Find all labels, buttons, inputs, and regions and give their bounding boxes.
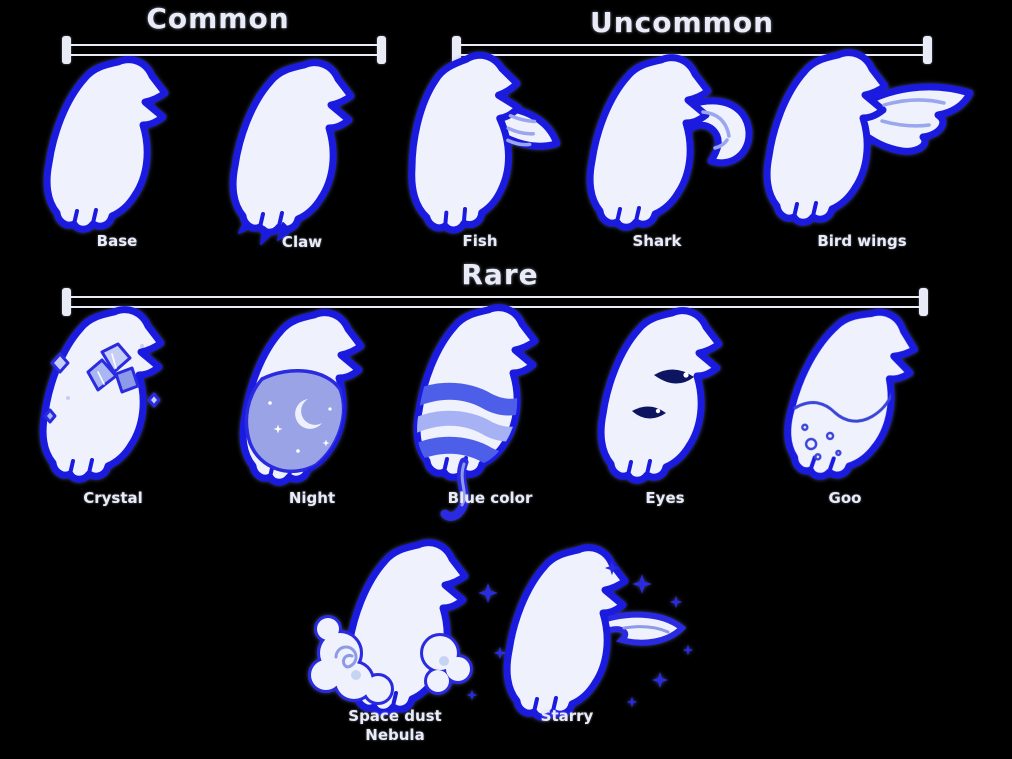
trait-label-fish: Fish bbox=[462, 232, 498, 250]
bracket-cap bbox=[62, 36, 71, 64]
trait-claw bbox=[228, 55, 378, 249]
trait-label-space-dust-nebula: Space dust Nebula bbox=[348, 707, 442, 744]
bracket-line bbox=[461, 44, 923, 56]
trait-starry bbox=[492, 540, 694, 734]
trait-base bbox=[42, 52, 192, 246]
bracket-cap bbox=[62, 288, 71, 316]
bracket-cap bbox=[377, 36, 386, 64]
section-title-common: Common bbox=[146, 2, 290, 35]
foot-shark-icon bbox=[585, 50, 753, 240]
trait-space-dust-nebula bbox=[308, 535, 512, 729]
foot-fish-icon bbox=[402, 48, 561, 238]
bracket-line bbox=[71, 44, 377, 56]
trait-label-goo: Goo bbox=[828, 489, 862, 507]
foot-bird-wings-icon bbox=[762, 45, 974, 235]
foot-space-dust-nebula-icon bbox=[308, 535, 507, 725]
trait-label-base: Base bbox=[96, 232, 138, 250]
trait-label-shark: Shark bbox=[632, 232, 682, 250]
foot-base-icon bbox=[42, 52, 192, 242]
section-title-rare: Rare bbox=[461, 258, 539, 291]
trait-fish bbox=[402, 48, 577, 242]
trait-blue-color bbox=[412, 300, 562, 529]
trait-label-bird-wings: Bird wings bbox=[817, 232, 907, 250]
trait-bird-wings bbox=[762, 45, 992, 239]
trait-eyes bbox=[596, 303, 746, 497]
bracket-cap bbox=[452, 36, 461, 64]
trait-crystal bbox=[38, 302, 188, 496]
foot-starry-icon bbox=[492, 540, 694, 730]
foot-crystal-icon bbox=[38, 302, 188, 492]
foot-goo-icon bbox=[777, 296, 946, 501]
foot-night-icon bbox=[238, 305, 388, 495]
common-bracket bbox=[62, 36, 386, 64]
trait-night bbox=[238, 305, 388, 499]
foot-eyes-icon bbox=[596, 303, 746, 493]
cloud-puffs bbox=[308, 615, 473, 705]
trait-label-blue-color: Blue color bbox=[447, 489, 533, 507]
foot-blue-color-icon bbox=[412, 300, 562, 521]
trait-label-crystal: Crystal bbox=[83, 489, 143, 507]
bracket-cap bbox=[919, 288, 928, 316]
section-title-uncommon: Uncommon bbox=[589, 6, 775, 39]
trait-goo bbox=[776, 296, 945, 505]
bracket-cap bbox=[923, 36, 932, 64]
trait-label-claw: Claw bbox=[281, 233, 323, 251]
trait-label-eyes: Eyes bbox=[645, 489, 685, 507]
uncommon-bracket bbox=[452, 36, 932, 64]
foot-claw-icon bbox=[228, 55, 378, 245]
trait-label-starry: Starry bbox=[540, 707, 594, 725]
trait-shark bbox=[585, 50, 770, 244]
trait-label-night: Night bbox=[288, 489, 336, 507]
